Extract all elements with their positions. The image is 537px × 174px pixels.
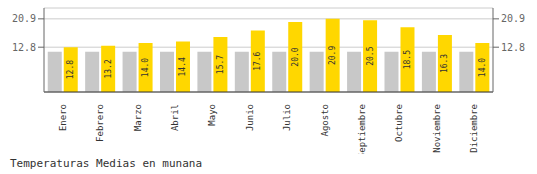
svg-text:17.6: 17.6 [253,51,262,70]
svg-text:Marzo: Marzo [133,104,143,131]
svg-text:Abril: Abril [170,104,180,131]
svg-text:20.0: 20.0 [291,47,300,66]
svg-text:14.0: 14.0 [478,58,487,77]
svg-text:Agosto: Agosto [320,104,330,137]
svg-text:Noviembre: Noviembre [432,104,442,153]
svg-text:16.3: 16.3 [440,54,449,73]
html-text:Temperaturas Medias en munana: Temperaturas Medias en munana [10,157,203,170]
svg-text:20.9: 20.9 [501,13,525,24]
svg-text:12.8: 12.8 [12,42,36,53]
svg-text:12.8: 12.8 [501,42,525,53]
svg-text:14.4: 14.4 [178,57,187,76]
svg-text:Febrero: Febrero [95,104,105,142]
svg-text:20.5: 20.5 [366,46,375,65]
svg-text:12.8: 12.8 [66,60,75,79]
svg-text:Junio: Junio [245,104,255,131]
svg-text:Octubre: Octubre [394,104,404,142]
svg-text:Enero: Enero [58,104,68,131]
svg-text:Julio: Julio [282,104,292,131]
svg-text:18.5: 18.5 [403,50,412,69]
svg-text:15.7: 15.7 [216,55,225,74]
svg-text:Septiembre: Septiembre [357,104,367,154]
svg-text:Diciembre: Diciembre [469,104,479,153]
svg-text:20.9: 20.9 [328,46,337,65]
svg-text:14.0: 14.0 [141,58,150,77]
svg-text:13.2: 13.2 [104,59,113,78]
svg-text:Mayo: Mayo [207,104,217,126]
svg-text:20.9: 20.9 [12,13,36,24]
